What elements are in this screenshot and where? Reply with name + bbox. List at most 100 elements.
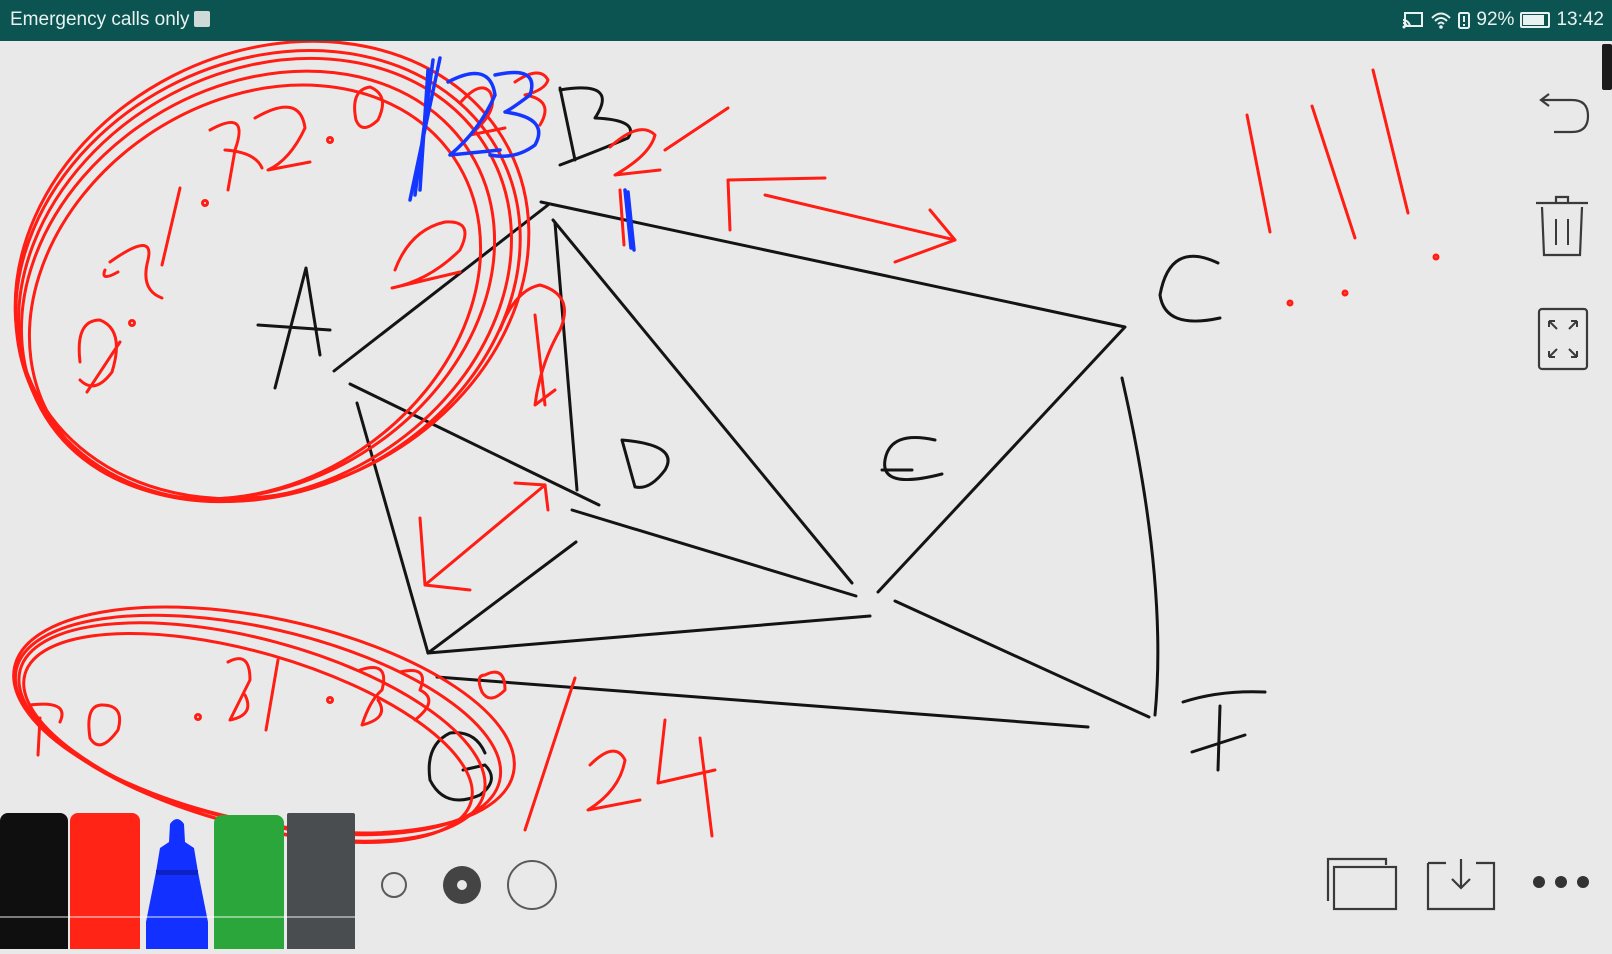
- red-circle-5: [13, 41, 531, 501]
- more-icon: [1533, 876, 1589, 888]
- red-digit-1: [160, 186, 182, 267]
- pen-black[interactable]: [0, 813, 68, 949]
- edge-e-f: [893, 599, 1151, 719]
- trash-icon: [1536, 195, 1588, 257]
- red-mark-2-left: [390, 220, 467, 290]
- red-bottom-dot-2: [326, 696, 334, 704]
- sim-icon: [193, 11, 210, 27]
- pages-icon: [1326, 857, 1398, 911]
- edge-a-d: [348, 382, 601, 507]
- tally-2: [1310, 104, 1357, 240]
- blue-strokes: [408, 56, 636, 252]
- letter-g: [427, 731, 493, 802]
- red-strokes: [12, 41, 1440, 845]
- red-digit-4-frac: [656, 718, 717, 838]
- letter-e: [880, 436, 944, 481]
- edge-b-c-e: [539, 200, 1127, 594]
- red-tick-1: [663, 106, 730, 152]
- red-digit-0-3: [353, 85, 384, 129]
- red-bottom-digit-8c: [477, 670, 507, 700]
- tally-1: [1245, 113, 1272, 234]
- red-slash: [523, 676, 577, 832]
- red-tick-3: [533, 313, 547, 407]
- red-circle-4: [27, 83, 483, 501]
- undo-icon: [1539, 93, 1590, 134]
- battery-percent: 92%: [1476, 9, 1515, 30]
- edge-g-e: [426, 614, 872, 655]
- undo-button[interactable]: [1530, 88, 1594, 138]
- download-icon: [1426, 859, 1496, 911]
- red-bottom-digit-8: [226, 657, 252, 722]
- cast-icon: [1402, 12, 1424, 29]
- red-circle-2: [19, 69, 497, 501]
- edge-d-e: [570, 508, 858, 598]
- red-bottom-digit-0b: [87, 703, 122, 747]
- download-button[interactable]: [1426, 857, 1496, 911]
- red-digit-0-2: [102, 244, 164, 300]
- blue-digit-3: [488, 70, 541, 158]
- red-digit-2b: [458, 86, 507, 137]
- pages-button[interactable]: [1326, 857, 1398, 911]
- red-dot-3: [326, 136, 334, 144]
- tally-dot-1: [1286, 299, 1294, 307]
- letter-c: [1158, 254, 1222, 323]
- clock: 13:42: [1556, 9, 1604, 30]
- tally-dot-2: [1341, 289, 1349, 297]
- battery-fill: [1523, 15, 1544, 25]
- size-small[interactable]: [381, 872, 407, 898]
- palette-divider: [0, 916, 355, 918]
- edge-c-f: [1120, 376, 1160, 717]
- red-arrow-left: [418, 481, 550, 592]
- edge-a-g: [355, 401, 430, 655]
- tally-dot-3: [1432, 253, 1440, 261]
- pen-green[interactable]: [214, 815, 284, 949]
- letter-f: [1181, 690, 1267, 772]
- network-status-text: Emergency calls only: [10, 9, 190, 30]
- whiteboard-canvas[interactable]: [0, 41, 1612, 949]
- black-strokes: [256, 86, 1267, 802]
- edge-a-b: [332, 203, 550, 373]
- letter-a: [256, 266, 332, 390]
- edge-g-d: [426, 540, 578, 655]
- pen-blue[interactable]: [142, 812, 212, 949]
- red-arrow-top: [726, 176, 957, 264]
- red-digit-3b: [513, 71, 550, 127]
- status-bar: Emergency calls only 92% 13:42: [0, 0, 1612, 41]
- fullscreen-icon: [1537, 307, 1589, 371]
- red-dot-2: [201, 199, 209, 207]
- battery-alert-icon: [1458, 12, 1471, 29]
- pen-gray[interactable]: [287, 813, 355, 949]
- red-bottom-digit-0a: [28, 702, 64, 757]
- status-icons: 92% 13:42: [1402, 9, 1604, 31]
- edge-g-f: [435, 675, 1090, 729]
- fullscreen-button[interactable]: [1536, 306, 1590, 372]
- tally-3: [1371, 68, 1410, 215]
- red-bottom-digit-8b: [358, 666, 386, 727]
- size-medium-indicator: [457, 880, 467, 890]
- scroll-handle[interactable]: [1602, 44, 1612, 90]
- size-medium[interactable]: [443, 866, 481, 904]
- red-digit-0-1: [77, 318, 122, 394]
- edge-b-e: [551, 218, 854, 585]
- blue-digit-1: [408, 56, 442, 202]
- red-mark-2-top: [608, 128, 662, 177]
- blue-tick: [623, 188, 636, 252]
- more-button[interactable]: [1530, 870, 1592, 894]
- battery-icon: [1520, 12, 1551, 28]
- red-bottom-digit-3: [398, 669, 431, 722]
- network-status: Emergency calls only: [10, 9, 210, 31]
- red-digit-2: [253, 105, 312, 172]
- red-dot-1: [128, 319, 136, 327]
- blue-digit-2: [446, 71, 502, 157]
- size-large[interactable]: [507, 860, 557, 910]
- red-circle-3: [14, 49, 522, 503]
- wifi-icon: [1431, 12, 1452, 29]
- pen-red[interactable]: [70, 813, 140, 949]
- red-digit-2-frac: [586, 749, 642, 812]
- edge-b-d: [553, 221, 579, 492]
- clear-button[interactable]: [1532, 190, 1592, 258]
- red-tick-2: [618, 188, 626, 247]
- red-circle-1: [17, 56, 513, 504]
- red-digit-8: [208, 120, 264, 192]
- red-bottom-digit-1: [264, 658, 280, 732]
